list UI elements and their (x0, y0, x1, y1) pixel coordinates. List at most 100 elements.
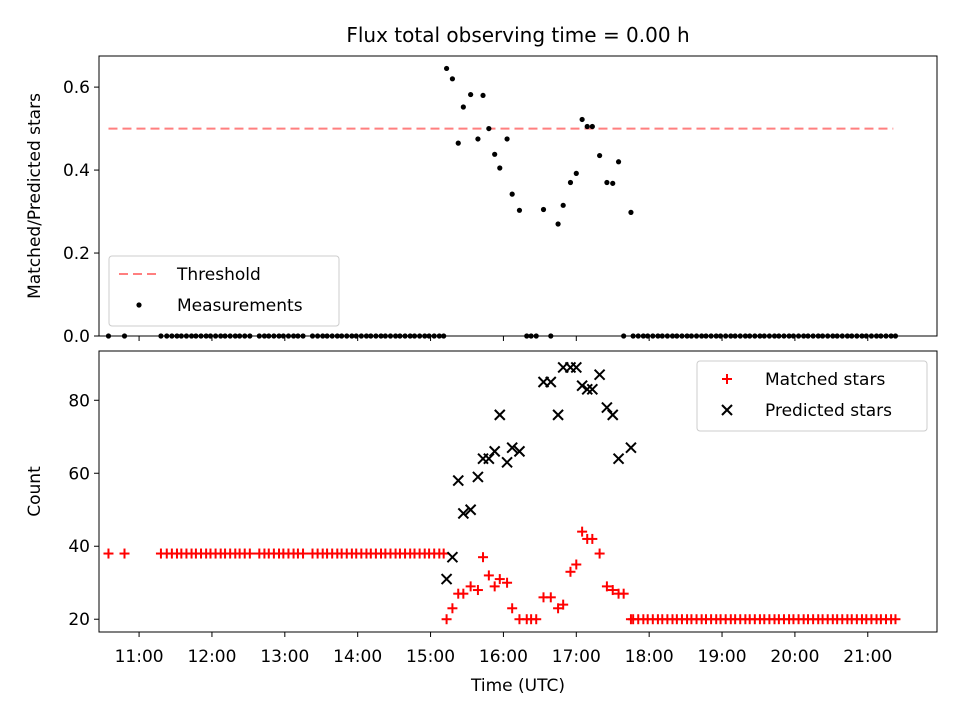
data-point (513, 445, 526, 458)
y-axis-label: Count (25, 466, 45, 517)
x-tick-label: 14:00 (333, 647, 382, 667)
data-point (540, 206, 547, 213)
y-tick-label: 0.0 (63, 327, 90, 347)
data-point (483, 452, 495, 465)
data-point (489, 581, 500, 592)
legend-label: Matched stars (765, 370, 885, 390)
data-point (457, 507, 470, 520)
data-point (565, 566, 576, 577)
data-point (594, 548, 605, 559)
legend-swatch (136, 302, 142, 308)
data-point (446, 551, 459, 563)
data-point (579, 116, 585, 123)
data-point (475, 136, 481, 142)
data-point (593, 369, 606, 381)
data-point (558, 599, 569, 610)
data-point (567, 179, 574, 186)
data-point (597, 152, 603, 159)
data-point (119, 548, 130, 559)
y-tick-label: 60 (68, 464, 90, 484)
axes-frame (98, 350, 938, 633)
legend: Matched stars Predicted stars (696, 360, 928, 432)
data-point (468, 91, 474, 98)
data-point (601, 401, 613, 414)
data-point (516, 207, 523, 213)
data-point (447, 603, 458, 614)
x-tick-label: 12:00 (187, 647, 236, 667)
data-point (478, 552, 489, 563)
data-point (577, 526, 588, 537)
legend: Threshold Measurements (108, 255, 340, 327)
x-tick-label: 20:00 (770, 647, 819, 667)
data-point (601, 581, 612, 592)
data-point (584, 123, 590, 130)
data-point (455, 140, 461, 146)
data-point (438, 548, 449, 559)
data-point (244, 548, 255, 559)
data-point (607, 585, 618, 596)
data-point (298, 548, 309, 559)
x-axis-label: Time (UTC) (470, 676, 565, 696)
data-point (472, 471, 484, 483)
data-point (618, 588, 629, 599)
data-point (553, 603, 564, 614)
y-tick-label: 0.6 (63, 78, 90, 98)
data-point (449, 76, 456, 82)
data-point (502, 577, 513, 588)
data-point (570, 361, 583, 374)
x-tick-label: 13:00 (260, 647, 309, 667)
data-point (440, 573, 453, 585)
data-point (486, 125, 492, 132)
y-tick-label: 80 (68, 391, 90, 411)
x-tick-label: 21:00 (843, 647, 892, 667)
data-point (460, 104, 466, 110)
x-tick-label: 19:00 (698, 647, 747, 667)
legend-label: Predicted stars (765, 401, 892, 421)
legend-label: Measurements (177, 296, 303, 316)
legend-swatch (722, 374, 732, 384)
x-tick-label: 11:00 (115, 647, 164, 667)
data-point (555, 221, 561, 227)
y-axis-label: Matched/Predicted stars (25, 93, 45, 299)
data-point (586, 383, 599, 396)
data-point (573, 170, 579, 176)
data-point (625, 614, 636, 625)
data-point (589, 123, 595, 130)
y-tick-label: 0.4 (63, 161, 90, 181)
y-tick-label: 20 (68, 610, 90, 630)
legend-label: Threshold (176, 265, 261, 285)
legend-box (696, 360, 928, 432)
data-point (552, 409, 564, 421)
data-point (483, 570, 494, 581)
data-point (441, 614, 452, 625)
count-panel: 11:00 12:00 13:00 14:00 15:00 16:00 17:00 18:00… (25, 350, 938, 667)
data-point (610, 180, 616, 186)
data-point (497, 165, 503, 171)
data-point (494, 574, 505, 585)
legend-swatch (721, 404, 733, 416)
data-point (480, 92, 486, 99)
data-point (507, 603, 518, 614)
data-point (545, 592, 556, 603)
series-predicted-stars (440, 361, 637, 585)
data-point (625, 442, 637, 454)
data-point (103, 548, 114, 559)
data-point (509, 191, 515, 197)
data-point (576, 379, 588, 392)
data-point (587, 533, 598, 544)
data-point (531, 614, 542, 625)
data-point (501, 456, 513, 469)
axes-frame (98, 55, 938, 337)
series-matched-stars (103, 526, 901, 625)
data-point (607, 409, 619, 421)
data-point (615, 159, 622, 165)
data-point (612, 452, 625, 465)
x-tick-label: 15:00 (406, 647, 455, 667)
data-point (581, 383, 593, 396)
ratio-panel: 0.0 0.2 0.4 0.6 Matched/Predicted stars Thres… (25, 55, 938, 347)
data-point (604, 179, 610, 186)
x-tick-label: 17:00 (552, 647, 601, 667)
data-point (560, 202, 566, 208)
